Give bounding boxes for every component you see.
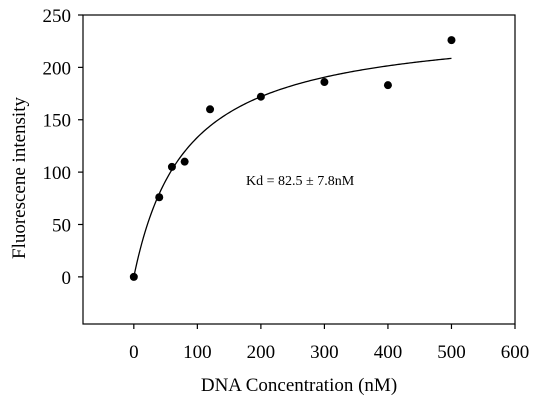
fit-curve-group [133, 57, 452, 277]
data-point [180, 157, 189, 166]
x-tick-label: 600 [501, 342, 530, 363]
plot-frame [82, 14, 516, 325]
data-point [256, 92, 265, 101]
x-tick-label: 100 [183, 342, 212, 363]
data-point [206, 105, 215, 114]
y-axis-title: Fluorescene intensity [9, 97, 30, 259]
y-tick-label: 50 [52, 215, 71, 236]
x-tick-label: 200 [247, 342, 276, 363]
data-point [383, 81, 392, 90]
y-tick-label: 100 [43, 163, 72, 184]
y-tick-label: 0 [62, 268, 72, 289]
x-axis-title: DNA Concentration (nM) [201, 375, 397, 396]
x-tick-label: 400 [374, 342, 403, 363]
data-point [447, 36, 456, 45]
annotation-kd: Kd = 82.5 ± 7.8nM [246, 174, 355, 189]
data-point [129, 272, 138, 281]
y-tick-label: 150 [43, 111, 72, 132]
x-tick-label: 300 [310, 342, 339, 363]
data-point [167, 162, 176, 171]
data-point-group [129, 36, 456, 281]
data-point [155, 193, 164, 202]
data-point [320, 78, 329, 87]
tick-group: 0 100 200 300 400 500 600 0 50 100 150 200 250 [43, 6, 530, 363]
fit-curve [133, 57, 452, 277]
x-tick-label: 0 [129, 342, 139, 363]
y-tick-label: 200 [43, 58, 72, 79]
x-tick-label: 500 [437, 342, 466, 363]
y-tick-label: 250 [43, 6, 72, 27]
